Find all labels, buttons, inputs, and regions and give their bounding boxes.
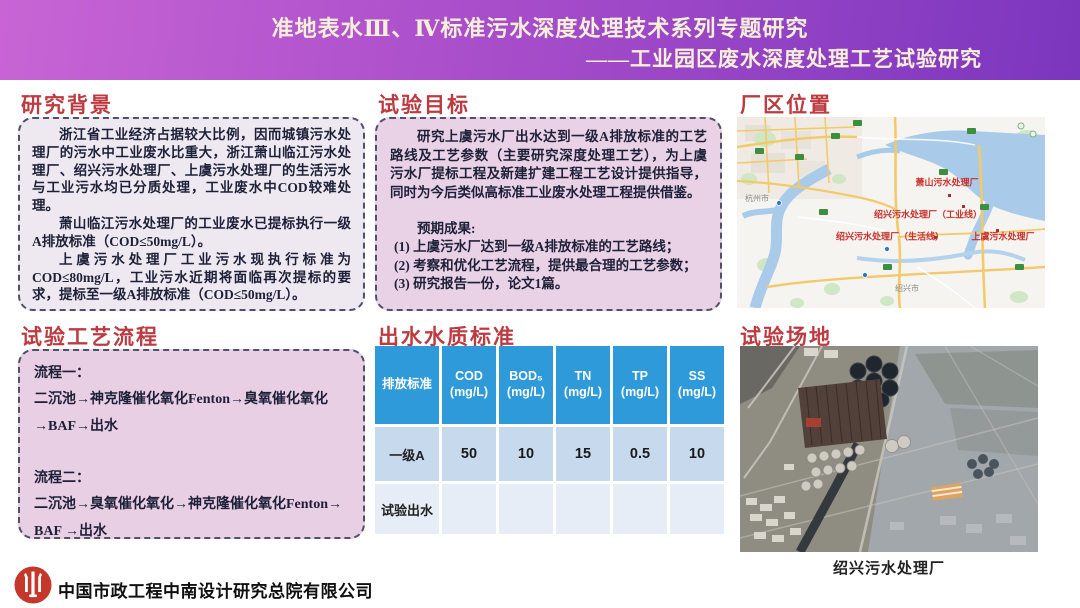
water-standards-table: 排放标准 COD (mg/L) BOD₅ (mg/L) TN (mg/L) TP… bbox=[375, 346, 724, 534]
wwtp-label-shangyu: 上虞污水处理厂 bbox=[971, 231, 1035, 242]
table-cell-tn-grade1a: 15 bbox=[556, 427, 610, 481]
aeration-basin bbox=[798, 379, 887, 448]
background-paragraph-2: 萧山临江污水处理厂的工业废水已提标执行一级A排放标准（COD≤50mg/L）。 bbox=[32, 216, 351, 249]
table-cell-tp-test bbox=[613, 484, 667, 534]
objective-paragraph: 研究上虞污水厂出水达到一级A排放标准的工艺路线及工艺参数（主要研究深度处理工艺）… bbox=[390, 129, 707, 200]
location-map: 萧山污水处理厂 绍兴污水处理厂（工业线） 绍兴污水处理厂（生活线） 上虞污水处理… bbox=[737, 117, 1045, 308]
table-cell-bod5-test bbox=[499, 484, 553, 534]
background-paragraph-1: 浙江省工业经济占据较大比例，因而城镇污水处理厂的污水中工业废水比重大，浙江萧山临… bbox=[32, 127, 351, 214]
red-structure bbox=[806, 418, 821, 427]
table-cell-ss-test bbox=[670, 484, 724, 534]
header-banner: 准地表水Ⅲ、Ⅳ标准污水深度处理技术系列专题研究 ——工业园区废水深度处理工艺试验… bbox=[0, 0, 1080, 80]
section-title-research-background: 研究背景 bbox=[21, 93, 113, 117]
map-dot-xiaoshan bbox=[948, 194, 951, 197]
table-header-tp: TP (mg/L) bbox=[613, 346, 667, 424]
expected-item-2: (2) 考察和优化工艺流程，提供最合理的工艺参数； bbox=[394, 257, 697, 273]
storage-tanks bbox=[800, 435, 911, 492]
expected-item-3: (3) 研究报告一份，论文1篇。 bbox=[394, 276, 569, 292]
table-header-tn: TN (mg/L) bbox=[556, 346, 610, 424]
map-dot-shangyu bbox=[996, 229, 999, 232]
process-flow-box: 流程一： 二沉池→神克隆催化氧化Fenton→臭氧催化氧化→BAF→出水 流程二… bbox=[18, 349, 365, 539]
wwtp-label-shaoxing-industrial: 绍兴污水处理厂（工业线） bbox=[873, 209, 983, 220]
orange-building bbox=[931, 482, 963, 502]
section-title-test-objective: 试验目标 bbox=[378, 93, 470, 117]
company-name: 中国市政工程中南设计研究总院有限公司 bbox=[58, 582, 373, 601]
table-cell-bod5-grade1a: 10 bbox=[499, 427, 553, 481]
table-cell-tp-grade1a: 0.5 bbox=[613, 427, 667, 481]
table-header-cod: COD (mg/L) bbox=[442, 346, 496, 424]
site-caption: 绍兴污水处理厂 bbox=[832, 561, 945, 577]
satellite-image bbox=[740, 346, 1038, 552]
poster-title-line2: ——工业园区废水深度处理工艺试验研究 bbox=[586, 47, 982, 71]
table-row-label-test-effluent: 试验出水 bbox=[375, 484, 439, 534]
test-objective-box: 研究上虞污水厂出水达到一级A排放标准的工艺路线及工艺参数（主要研究深度处理工艺）… bbox=[375, 117, 722, 311]
company-logo-icon bbox=[14, 566, 52, 604]
haze-overlay bbox=[868, 346, 1038, 552]
spacer bbox=[34, 440, 349, 466]
table-cell-tn-test bbox=[556, 484, 610, 534]
wwtp-label-xiaoshan: 萧山污水处理厂 bbox=[915, 177, 979, 188]
section-title-plant-location: 厂区位置 bbox=[740, 93, 832, 117]
flow1-text: 二沉池→神克隆催化氧化Fenton→臭氧催化氧化→BAF→出水 bbox=[34, 392, 328, 434]
city-label-shaoxing: 绍兴市 bbox=[895, 284, 919, 293]
flow2-label: 流程二： bbox=[34, 470, 90, 486]
map-poi-icons bbox=[776, 122, 1037, 278]
city-label-hangzhou: 杭州市 bbox=[745, 194, 769, 203]
table-cell-cod-test bbox=[442, 484, 496, 534]
satellite-graphic bbox=[740, 346, 1038, 552]
expected-results-label: 预期成果: bbox=[417, 220, 476, 236]
research-background-box: 浙江省工业经济占据较大比例，因而城镇污水处理厂的污水中工业废水比重大，浙江萧山临… bbox=[18, 117, 365, 311]
table-header-standard: 排放标准 bbox=[375, 346, 439, 424]
water-channel bbox=[796, 441, 862, 552]
map-dot-shaoxing-industrial bbox=[962, 205, 965, 208]
section-title-test-site: 试验场地 bbox=[740, 325, 832, 349]
map-dot-shaoxing-domestic bbox=[934, 236, 937, 239]
map-road-shields bbox=[755, 120, 1024, 270]
table-header-ss: SS (mg/L) bbox=[670, 346, 724, 424]
table-cell-ss-grade1a: 10 bbox=[670, 427, 724, 481]
table-row-label-grade1a: 一级A bbox=[375, 427, 439, 481]
poster-title-line1: 准地表水Ⅲ、Ⅳ标准污水深度处理技术系列专题研究 bbox=[271, 16, 809, 41]
flow1-label: 流程一： bbox=[34, 366, 90, 381]
background-paragraph-3: 上虞污水处理厂工业污水现执行标准为COD≤80mg/L，工业污水近期将面临再次提… bbox=[32, 251, 351, 303]
map-roads bbox=[737, 117, 1045, 308]
table-header-bod5: BOD₅ (mg/L) bbox=[499, 346, 553, 424]
flow2-text: 二沉池→臭氧催化氧化→神克隆催化氧化Fenton→ BAF →出水 bbox=[34, 497, 342, 539]
section-title-process-flow: 试验工艺流程 bbox=[21, 325, 159, 349]
table-cell-cod-grade1a: 50 bbox=[442, 427, 496, 481]
section-title-water-standards: 出水水质标准 bbox=[378, 325, 516, 349]
expected-item-1: (1) 上虞污水厂达到一级A排放标准的工艺路线； bbox=[394, 239, 680, 255]
map-graphic bbox=[737, 117, 1045, 308]
wwtp-label-shaoxing-domestic: 绍兴污水处理厂（生活线） bbox=[835, 231, 945, 242]
small-buildings bbox=[746, 348, 838, 542]
